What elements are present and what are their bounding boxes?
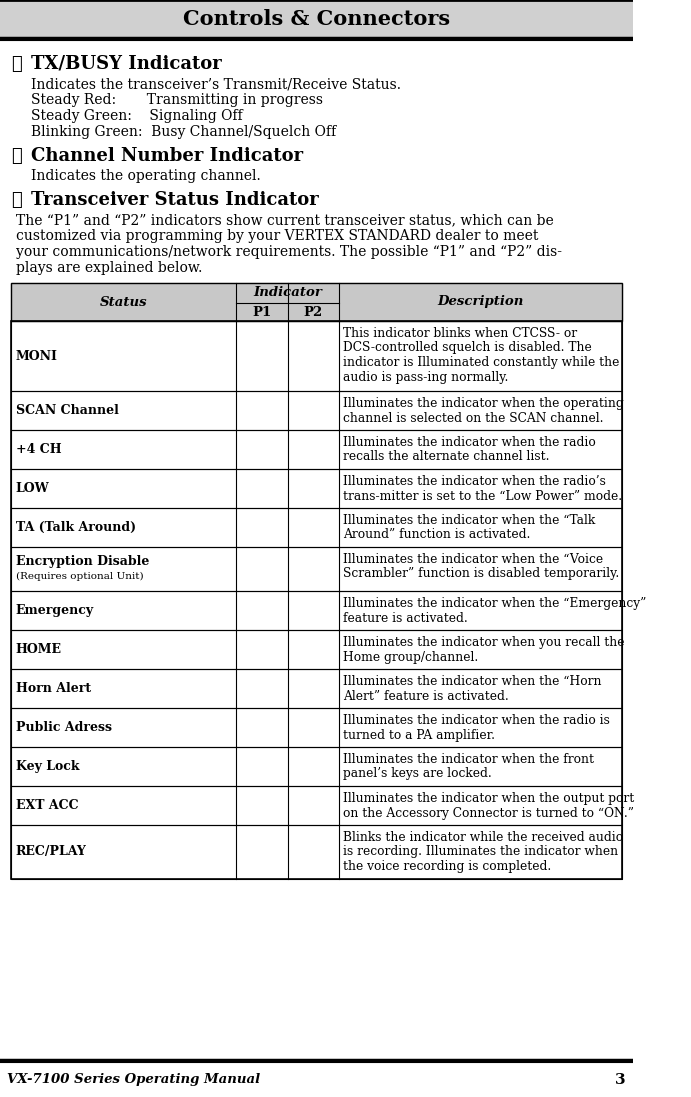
- Text: Alert” feature is activated.: Alert” feature is activated.: [343, 690, 509, 702]
- Text: TA (Talk Around): TA (Talk Around): [16, 521, 135, 534]
- Text: Status: Status: [100, 295, 148, 308]
- Text: Public Adress: Public Adress: [16, 721, 111, 734]
- Bar: [11, 785, 623, 825]
- Text: turned to a PA amplifier.: turned to a PA amplifier.: [343, 728, 495, 742]
- Text: Illuminates the indicator when the operating: Illuminates the indicator when the opera…: [343, 397, 623, 410]
- Text: 3: 3: [616, 1073, 626, 1087]
- Text: the voice recording is completed.: the voice recording is completed.: [343, 860, 551, 873]
- Text: Blinks the indicator while the received audio: Blinks the indicator while the received …: [343, 832, 623, 844]
- Bar: [11, 470, 623, 508]
- Text: LOW: LOW: [16, 482, 49, 495]
- Text: Indicates the operating channel.: Indicates the operating channel.: [31, 169, 261, 183]
- Text: (Requires optional Unit): (Requires optional Unit): [16, 572, 143, 580]
- Bar: [11, 708, 623, 747]
- Text: Home group/channel.: Home group/channel.: [343, 651, 478, 664]
- Text: Transceiver Status Indicator: Transceiver Status Indicator: [31, 191, 319, 210]
- Text: Scrambler” function is disabled temporarily.: Scrambler” function is disabled temporar…: [343, 567, 619, 580]
- Text: customized via programming by your VERTEX STANDARD dealer to meet: customized via programming by your VERTE…: [17, 229, 539, 244]
- Text: Description: Description: [437, 295, 524, 308]
- Text: P2: P2: [304, 305, 323, 318]
- Text: Controls & Connectors: Controls & Connectors: [182, 9, 450, 29]
- Bar: [11, 430, 623, 470]
- Text: P1: P1: [252, 305, 272, 318]
- Text: channel is selected on the SCAN channel.: channel is selected on the SCAN channel.: [343, 411, 603, 425]
- Text: DCS-controlled squelch is disabled. The: DCS-controlled squelch is disabled. The: [343, 341, 591, 354]
- Text: TX/BUSY Indicator: TX/BUSY Indicator: [31, 55, 222, 73]
- Bar: [11, 283, 623, 321]
- Text: panel’s keys are locked.: panel’s keys are locked.: [343, 768, 491, 780]
- Bar: [11, 630, 623, 669]
- Bar: [11, 547, 623, 591]
- Text: HOME: HOME: [16, 643, 61, 656]
- Bar: [11, 825, 623, 879]
- Bar: [11, 747, 623, 785]
- Bar: [11, 630, 623, 669]
- Text: Illuminates the indicator when the output port: Illuminates the indicator when the outpu…: [343, 792, 634, 805]
- Text: Illuminates the indicator when the “Voice: Illuminates the indicator when the “Voic…: [343, 553, 603, 566]
- Text: Steady Red:       Transmitting in progress: Steady Red: Transmitting in progress: [31, 93, 323, 108]
- Bar: [11, 470, 623, 508]
- Text: trans-mitter is set to the “Low Power” mode.: trans-mitter is set to the “Low Power” m…: [343, 489, 622, 502]
- Bar: [11, 669, 623, 708]
- Text: feature is activated.: feature is activated.: [343, 611, 468, 624]
- Bar: [11, 391, 623, 430]
- Text: recalls the alternate channel list.: recalls the alternate channel list.: [343, 451, 549, 464]
- Text: Illuminates the indicator when the “Horn: Illuminates the indicator when the “Horn: [343, 675, 601, 688]
- Text: Around” function is activated.: Around” function is activated.: [343, 529, 530, 542]
- Text: Channel Number Indicator: Channel Number Indicator: [31, 147, 303, 165]
- Text: Emergency: Emergency: [16, 604, 94, 617]
- Bar: [11, 283, 623, 321]
- Text: plays are explained below.: plays are explained below.: [17, 261, 203, 275]
- Bar: [11, 321, 623, 879]
- Bar: [11, 708, 623, 747]
- Bar: [11, 321, 623, 391]
- Bar: [11, 508, 623, 547]
- Text: SCAN Channel: SCAN Channel: [16, 404, 118, 417]
- Text: Horn Alert: Horn Alert: [16, 682, 91, 695]
- Bar: [11, 747, 623, 785]
- Bar: [11, 591, 623, 630]
- Text: is recording. Illuminates the indicator when: is recording. Illuminates the indicator …: [343, 846, 618, 859]
- Bar: [0, 0, 633, 38]
- Text: Steady Green:    Signaling Off: Steady Green: Signaling Off: [31, 109, 243, 123]
- Text: Illuminates the indicator when the front: Illuminates the indicator when the front: [343, 753, 594, 766]
- Text: Key Lock: Key Lock: [16, 760, 79, 773]
- Text: ⑦: ⑦: [11, 55, 21, 73]
- Text: Illuminates the indicator when the “Talk: Illuminates the indicator when the “Talk: [343, 514, 595, 527]
- Text: Illuminates the indicator when you recall the: Illuminates the indicator when you recal…: [343, 636, 624, 649]
- Text: Illuminates the indicator when the radio’s: Illuminates the indicator when the radio…: [343, 475, 605, 488]
- Text: Illuminates the indicator when the radio is: Illuminates the indicator when the radio…: [343, 714, 609, 727]
- Bar: [11, 669, 623, 708]
- Text: on the Accessory Connector is turned to “ON.”: on the Accessory Connector is turned to …: [343, 806, 634, 819]
- Text: VX-7100 Series Operating Manual: VX-7100 Series Operating Manual: [8, 1074, 261, 1086]
- Text: Indicates the transceiver’s Transmit/Receive Status.: Indicates the transceiver’s Transmit/Rec…: [31, 77, 401, 91]
- Bar: [11, 825, 623, 879]
- Text: +4 CH: +4 CH: [16, 443, 61, 456]
- Text: Indicator: Indicator: [254, 286, 322, 299]
- Text: This indicator blinks when CTCSS- or: This indicator blinks when CTCSS- or: [343, 327, 577, 340]
- Bar: [11, 321, 623, 391]
- Bar: [11, 547, 623, 591]
- Text: your communications/network requirements. The possible “P1” and “P2” dis-: your communications/network requirements…: [17, 245, 562, 259]
- Bar: [11, 785, 623, 825]
- Bar: [11, 391, 623, 430]
- Text: audio is pass-ing normally.: audio is pass-ing normally.: [343, 371, 508, 384]
- Text: indicator is Illuminated constantly while the: indicator is Illuminated constantly whil…: [343, 357, 619, 369]
- Bar: [11, 591, 623, 630]
- Text: Illuminates the indicator when the radio: Illuminates the indicator when the radio: [343, 436, 596, 449]
- Text: The “P1” and “P2” indicators show current transceiver status, which can be: The “P1” and “P2” indicators show curren…: [17, 213, 554, 227]
- Text: MONI: MONI: [16, 350, 57, 362]
- Text: ⑧: ⑧: [11, 147, 21, 165]
- Bar: [11, 430, 623, 470]
- Text: Blinking Green:  Busy Channel/Squelch Off: Blinking Green: Busy Channel/Squelch Off: [31, 125, 337, 139]
- Text: Encryption Disable: Encryption Disable: [16, 555, 149, 568]
- Text: EXT ACC: EXT ACC: [16, 799, 78, 812]
- Bar: [11, 508, 623, 547]
- Text: Illuminates the indicator when the “Emergency”: Illuminates the indicator when the “Emer…: [343, 597, 646, 610]
- Text: REC/PLAY: REC/PLAY: [16, 846, 86, 858]
- Text: ⑨: ⑨: [11, 191, 21, 210]
